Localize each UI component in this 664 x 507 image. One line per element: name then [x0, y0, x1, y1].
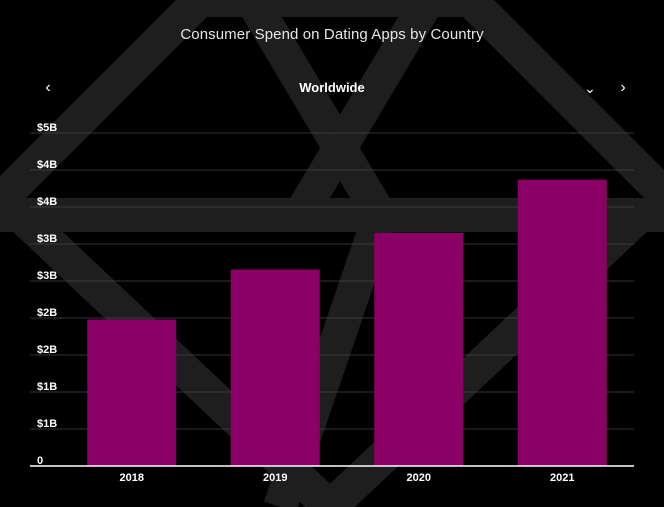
- bar-2019[interactable]: [230, 269, 320, 466]
- bar-2020[interactable]: [374, 232, 464, 466]
- y-tick-label: $3B: [37, 270, 57, 282]
- y-tick-label: $2B: [37, 344, 57, 356]
- x-tick-label: 2021: [550, 472, 574, 484]
- y-tick-label: $4B: [37, 159, 57, 171]
- y-tick-label: $1B: [37, 418, 57, 430]
- next-arrow-icon[interactable]: ›: [620, 79, 626, 96]
- x-tick-label: 2018: [120, 472, 144, 484]
- chevron-down-icon[interactable]: ⌄: [584, 80, 596, 96]
- y-tick-label: $2B: [37, 307, 57, 319]
- region-selector[interactable]: Worldwide: [299, 80, 365, 95]
- y-tick-label: $3B: [37, 233, 57, 245]
- bar-2018[interactable]: [87, 319, 177, 466]
- y-tick-label: 0: [37, 455, 43, 467]
- y-tick-label: $4B: [37, 196, 57, 208]
- y-tick-label: $1B: [37, 381, 57, 393]
- x-tick-label: 2019: [263, 472, 287, 484]
- chart-title: Consumer Spend on Dating Apps by Country: [180, 26, 484, 43]
- y-tick-label: $5B: [37, 122, 57, 134]
- x-tick-label: 2020: [407, 472, 431, 484]
- previous-arrow-icon[interactable]: ‹: [45, 79, 51, 96]
- bar-2021[interactable]: [517, 179, 607, 466]
